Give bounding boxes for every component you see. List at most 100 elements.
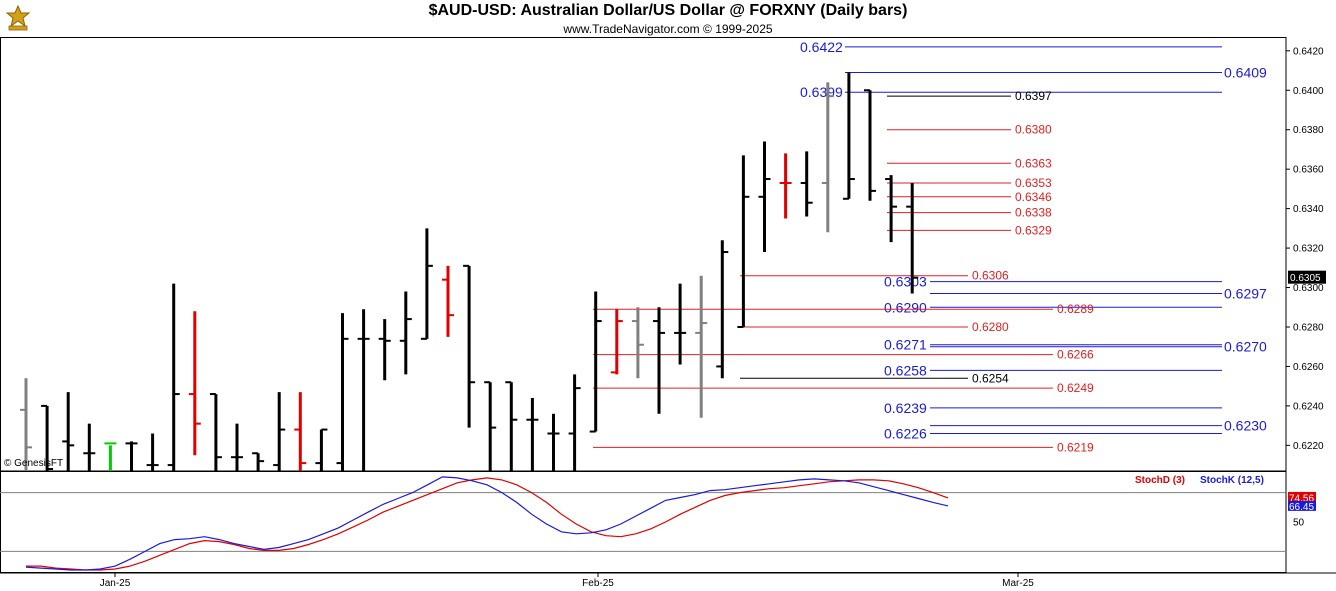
level-label: 0.6306 xyxy=(972,269,1009,283)
last-price-tag xyxy=(1288,270,1326,284)
stoch-tick-label: 50 xyxy=(1293,518,1305,529)
level-label: 0.6280 xyxy=(972,320,1009,334)
level-label: 0.6290 xyxy=(884,299,927,315)
x-tick-label: Feb-25 xyxy=(582,578,614,589)
ohlc-bar xyxy=(252,452,265,471)
y-tick-label: 0.6240 xyxy=(1293,401,1324,412)
stochk-value-label: 66.45 xyxy=(1289,502,1314,513)
last-price-label: 0.6305 xyxy=(1290,273,1321,284)
legend-stochk: StochK (12,5) xyxy=(1200,475,1264,486)
stochastic-panel-frame xyxy=(0,471,1287,573)
ohlc-bar xyxy=(125,441,138,471)
level-label: 0.6270 xyxy=(1224,339,1267,355)
stoch-series-line xyxy=(25,476,949,571)
ohlc-bar xyxy=(568,374,581,471)
y-tick-label: 0.6220 xyxy=(1293,441,1324,452)
ohlc-bar xyxy=(378,319,391,381)
ohlc-bar xyxy=(41,404,54,471)
y-tick-label: 0.6280 xyxy=(1293,322,1324,333)
stochd-value-label: 74.56 xyxy=(1289,493,1314,504)
ohlc-bar xyxy=(83,423,96,471)
y-tick-label: 0.6420 xyxy=(1293,46,1324,57)
ohlc-bar xyxy=(779,153,792,219)
stochd-value-tag xyxy=(1288,491,1316,503)
ohlc-bar xyxy=(906,182,919,294)
level-label: 0.6266 xyxy=(1057,348,1094,362)
ohlc-bar xyxy=(505,381,518,471)
ohlc-bar xyxy=(737,155,750,328)
y-tick-label: 0.6360 xyxy=(1293,165,1324,176)
ohlc-bar xyxy=(800,151,813,217)
ohlc-bar xyxy=(336,313,349,471)
copyright-label: © GenesisFT xyxy=(4,458,64,469)
level-label: 0.6380 xyxy=(1015,123,1052,137)
ohlc-bar xyxy=(463,264,476,428)
y-tick-label: 0.6340 xyxy=(1293,204,1324,215)
ohlc-bar xyxy=(273,392,286,471)
y-tick-label: 0.6380 xyxy=(1293,125,1324,136)
level-label: 0.6289 xyxy=(1057,302,1094,316)
legend-stochd: StochD (3) xyxy=(1135,475,1185,486)
ohlc-bar xyxy=(209,393,222,471)
y-tick-label: 0.6260 xyxy=(1293,362,1324,373)
stochk-value-tag xyxy=(1288,500,1316,511)
ohlc-bar xyxy=(526,398,539,471)
stoch-series-line xyxy=(26,477,949,571)
level-label: 0.6239 xyxy=(884,400,927,416)
ohlc-bar xyxy=(167,283,180,471)
ohlc-bar xyxy=(294,392,307,471)
ohlc-bar xyxy=(357,309,370,471)
ohlc-bar xyxy=(842,72,855,200)
ohlc-bar xyxy=(442,265,454,337)
ohlc-bar xyxy=(420,228,433,340)
ohlc-bar xyxy=(62,392,75,471)
y-tick-label: 0.6400 xyxy=(1293,86,1324,97)
level-label: 0.6329 xyxy=(1015,223,1052,237)
ohlc-bar xyxy=(547,413,560,471)
level-label: 0.6422 xyxy=(800,39,843,55)
ohlc-bar xyxy=(631,307,644,379)
ohlc-bar xyxy=(821,82,834,233)
level-label: 0.6363 xyxy=(1015,156,1052,170)
ohlc-bar xyxy=(146,433,159,471)
level-label: 0.6346 xyxy=(1015,190,1052,204)
x-tick-label: Jan-25 xyxy=(100,578,131,589)
level-label: 0.6303 xyxy=(884,274,927,290)
chart-header: $AUD-USD: Australian Dollar/US Dollar @ … xyxy=(0,0,1336,37)
ohlc-bar xyxy=(231,423,243,471)
chart-subtitle: www.TradeNavigator.com © 1999-2025 xyxy=(563,22,773,36)
level-label: 0.6409 xyxy=(1224,65,1267,81)
ohlc-bar xyxy=(589,291,602,433)
level-label: 0.6399 xyxy=(800,84,843,100)
ohlc-bar xyxy=(610,309,623,375)
ohlc-bar xyxy=(315,428,328,471)
ohlc-bar xyxy=(20,378,32,471)
ohlc-bar xyxy=(674,283,687,365)
ohlc-bar xyxy=(653,307,665,414)
chart-title: $AUD-USD: Australian Dollar/US Dollar @ … xyxy=(428,2,908,19)
y-tick-label: 0.6300 xyxy=(1293,283,1324,294)
y-tick-label: 0.6320 xyxy=(1293,244,1324,255)
level-label: 0.6338 xyxy=(1015,206,1052,220)
level-label: 0.6397 xyxy=(1015,89,1052,103)
level-label: 0.6258 xyxy=(884,362,927,378)
price-panel[interactable]: 0.6220 0.6240 0.6260 0.6280 0.6300 0.6320 0.63… xyxy=(0,37,1327,472)
level-label: 0.6219 xyxy=(1057,440,1094,454)
x-tick-label: Mar-25 xyxy=(1002,578,1034,589)
level-label: 0.6230 xyxy=(1224,418,1267,434)
level-label: 0.6254 xyxy=(972,371,1009,385)
ohlc-bar xyxy=(864,89,876,201)
level-label: 0.6297 xyxy=(1224,285,1267,301)
ohlc-bar xyxy=(758,141,771,253)
level-label: 0.6353 xyxy=(1015,176,1052,190)
ohlc-bar xyxy=(695,275,708,418)
ohlc-bar xyxy=(104,442,117,471)
ohlc-bar xyxy=(716,240,729,379)
ohlc-bar xyxy=(188,311,201,456)
chart-area[interactable]: 0.6220 0.6240 0.6260 0.6280 0.6300 0.6320 0.63… xyxy=(0,37,1336,591)
ohlc-bar xyxy=(484,381,497,471)
level-label: 0.6249 xyxy=(1057,381,1094,395)
ohlc-bar xyxy=(885,175,898,243)
ohlc-bar xyxy=(399,291,412,375)
